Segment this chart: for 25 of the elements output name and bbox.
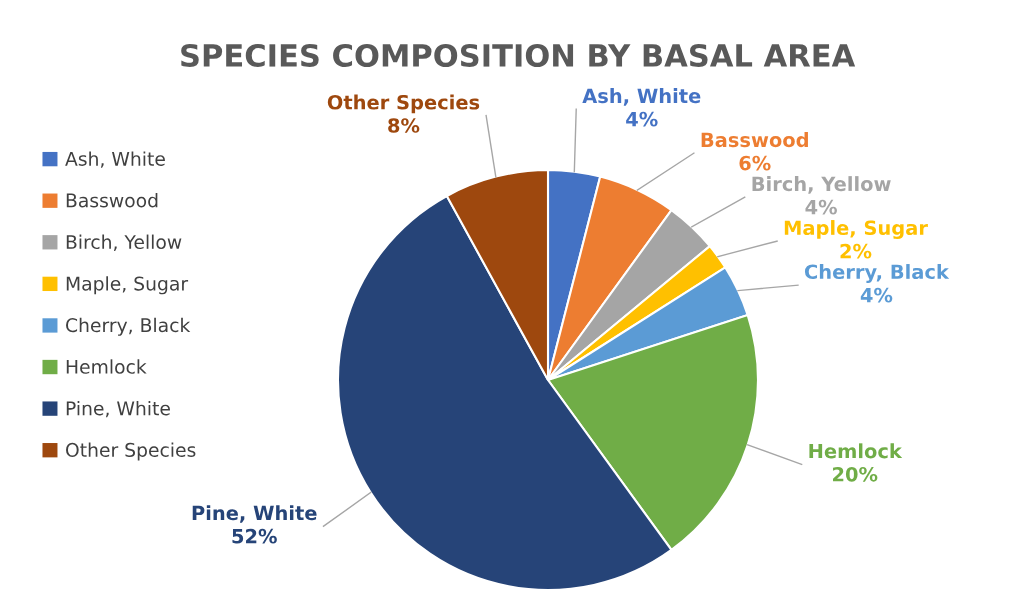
- slice-label: Hemlock: [809, 443, 903, 459]
- data-label: 20%: [833, 466, 878, 482]
- slice-label: Ash, White: [582, 88, 701, 106]
- legend-label: Cherry, Black: [66, 317, 191, 336]
- legend-label: Birch, Yellow: [66, 234, 182, 251]
- legend-label: Maple, Sugar: [66, 276, 189, 295]
- slice-label: Birch, Yellow: [752, 176, 891, 194]
- data-label: 4%: [626, 111, 658, 127]
- legend-label: Basswood: [66, 192, 158, 208]
- data-label: 52%: [232, 528, 277, 544]
- slice-label: Pine, White: [192, 505, 317, 523]
- data-label: 4%: [805, 199, 837, 215]
- chart-title: SPECIES COMPOSITION BY BASAL AREA: [181, 43, 856, 68]
- data-label: 6%: [739, 155, 771, 171]
- data-label: 8%: [388, 118, 420, 133]
- data-label: 4%: [860, 287, 893, 303]
- legend-label: Pine, White: [66, 400, 170, 418]
- slice-label: Basswood: [701, 132, 808, 148]
- data-label: 2%: [840, 243, 872, 259]
- legend-label: Hemlock: [66, 359, 147, 374]
- slice-label: Cherry, Black: [804, 264, 950, 284]
- legend-label: Other Species: [66, 442, 196, 461]
- slice-label: Maple, Sugar: [784, 220, 928, 240]
- slice-label: Other Species: [327, 94, 480, 114]
- legend-label: Ash, White: [65, 151, 165, 168]
